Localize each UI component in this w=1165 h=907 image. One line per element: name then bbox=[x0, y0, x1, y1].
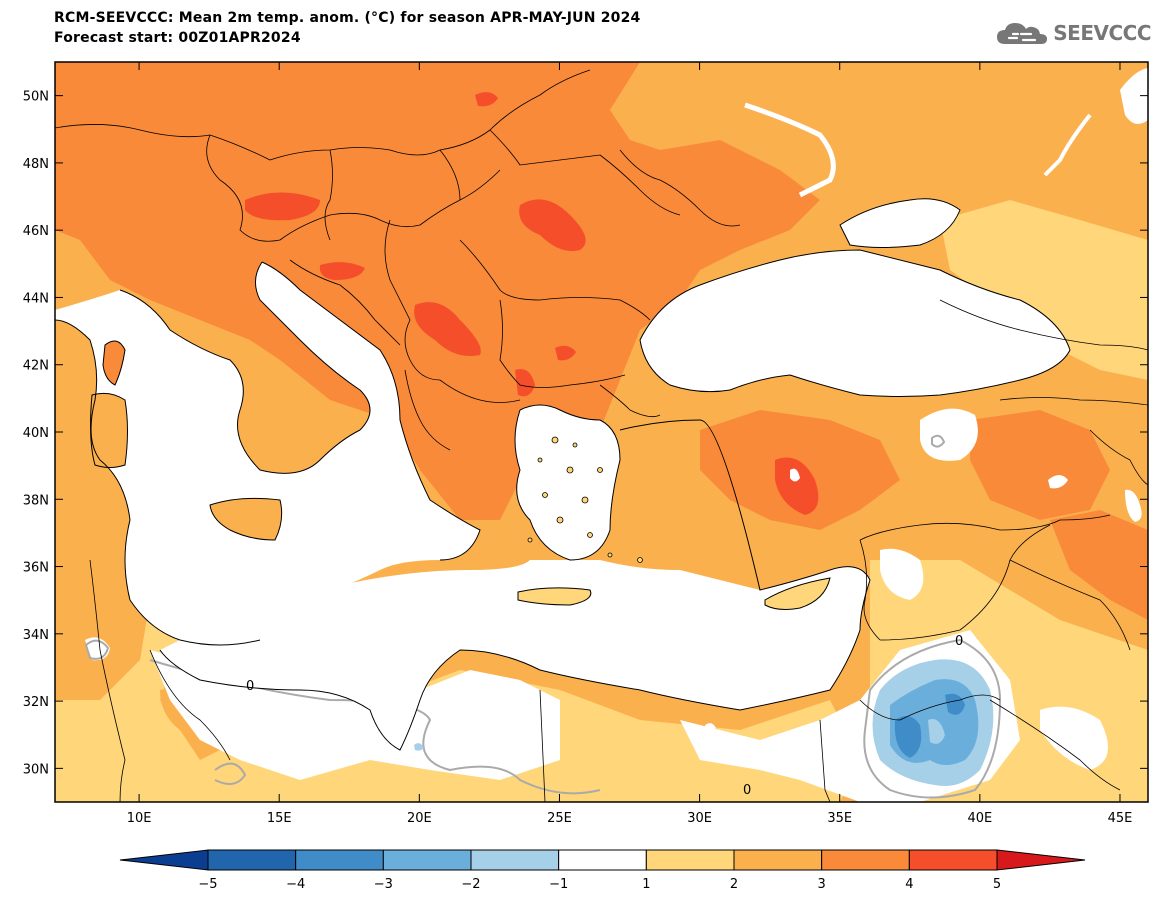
y-tick-label: 42N bbox=[23, 359, 49, 374]
colorbar-segment bbox=[207, 849, 297, 871]
ionian-east-med-sea bbox=[160, 560, 870, 750]
y-tick-label: 48N bbox=[23, 157, 49, 172]
map-subtitle: Forecast start: 00Z01APR2024 bbox=[54, 30, 301, 46]
colorbar-min-arrow bbox=[119, 849, 209, 871]
east-anatolia-3-4-region bbox=[970, 410, 1110, 520]
hotspot-bulgaria-2 bbox=[555, 345, 576, 361]
anomaly-field bbox=[55, 62, 1148, 802]
colorbar-label: 2 bbox=[730, 877, 738, 892]
y-tick-label: 32N bbox=[23, 695, 49, 710]
cyprus bbox=[765, 578, 830, 610]
y-tick-label: 36N bbox=[23, 561, 49, 576]
zero-contour-libya bbox=[149, 659, 601, 795]
hotspot-alps bbox=[245, 192, 320, 221]
colorbar-label: 1 bbox=[642, 877, 650, 892]
hotspot-ukraine-small bbox=[475, 92, 498, 107]
caucasus-3-4-region bbox=[1050, 510, 1148, 620]
colorbar-segment bbox=[470, 849, 560, 871]
zero-contour-anatolia bbox=[931, 434, 946, 448]
colorbar-segment bbox=[908, 849, 998, 871]
tuz-lake bbox=[790, 468, 800, 482]
x-axis: 10E 15E 20E 25E 30E 35E 40E 45E bbox=[127, 62, 1133, 826]
corsica bbox=[103, 341, 125, 385]
y-tick-label: 34N bbox=[23, 628, 49, 643]
dnieper-river bbox=[744, 102, 836, 198]
colorbar-label: −3 bbox=[374, 877, 393, 892]
hotspot-anatolia bbox=[775, 457, 819, 515]
contour-label-0: 0 bbox=[246, 679, 254, 694]
crete bbox=[518, 587, 591, 605]
hotspot-bulgaria bbox=[515, 369, 535, 397]
x-tick-label: 20E bbox=[407, 811, 432, 826]
sardinia bbox=[90, 393, 128, 468]
aegean-islands bbox=[527, 436, 643, 563]
colorbar-segment bbox=[733, 849, 823, 871]
colorbar-label: 3 bbox=[818, 877, 826, 892]
don-river bbox=[1043, 113, 1092, 177]
colorbar-label: 4 bbox=[905, 877, 913, 892]
neg-3-4-region bbox=[894, 716, 922, 758]
colorbar-segment bbox=[645, 849, 735, 871]
hotspot-bosnia bbox=[319, 262, 365, 280]
x-tick-label: 40E bbox=[967, 811, 992, 826]
x-tick-label: 25E bbox=[547, 811, 572, 826]
y-tick-label: 44N bbox=[23, 291, 49, 306]
lake-urmia bbox=[1125, 489, 1142, 522]
sicily bbox=[210, 498, 282, 540]
hotspot-romania bbox=[519, 199, 586, 251]
colorbar-segment bbox=[558, 849, 647, 871]
x-tick-label: 35E bbox=[827, 811, 852, 826]
iraq-near-zero-region bbox=[1040, 706, 1108, 770]
azov-sea bbox=[840, 198, 960, 248]
colorbar-label: −1 bbox=[549, 877, 568, 892]
y-tick-label: 40N bbox=[23, 426, 49, 441]
aegean-sea bbox=[515, 405, 620, 560]
colorbar-segment bbox=[295, 849, 384, 871]
x-tick-label: 15E bbox=[267, 811, 292, 826]
neg-3-4-region-2 bbox=[945, 693, 965, 715]
y-tick-label: 46N bbox=[23, 224, 49, 239]
contour-label-0: 0 bbox=[955, 634, 963, 649]
colorbar-segment bbox=[382, 849, 472, 871]
zero-contour-tunisia bbox=[84, 639, 110, 660]
colorbar-label: 5 bbox=[993, 877, 1001, 892]
anatolia-near-zero-region bbox=[920, 408, 978, 461]
zero-contour-west bbox=[214, 762, 247, 785]
small-lake-neg bbox=[414, 743, 424, 751]
x-tick-label: 45E bbox=[1108, 811, 1133, 826]
lake-van bbox=[1048, 475, 1068, 489]
colorbar-label: −2 bbox=[461, 877, 480, 892]
colorbar-label: −4 bbox=[286, 877, 305, 892]
y-tick-label: 30N bbox=[23, 762, 49, 777]
neg-inner-white bbox=[928, 719, 945, 744]
cloud-logo-icon bbox=[997, 23, 1048, 44]
x-tick-label: 30E bbox=[687, 811, 712, 826]
europe-3-4-region bbox=[55, 62, 820, 520]
y-tick-label: 38N bbox=[23, 493, 49, 508]
y-axis: 30N 32N 34N 36N 38N 40N 42N 44N 46N 48N 50N bbox=[23, 90, 1148, 777]
colorbar-segment bbox=[821, 849, 910, 871]
dead-sea-area bbox=[705, 723, 716, 732]
caspian-edge bbox=[1120, 68, 1148, 124]
syria-near-zero-region bbox=[880, 548, 924, 600]
black-sea bbox=[640, 250, 1070, 397]
coastlines bbox=[55, 198, 1071, 751]
east-1-2-region bbox=[940, 200, 1148, 380]
colorbar-max-arrow bbox=[996, 849, 1086, 871]
map-title: RCM-SEEVCCC: Mean 2m temp. anom. (°C) fo… bbox=[54, 10, 641, 26]
colorbar: −5 −4 −3 −2 −1 1 2 3 4 5 bbox=[119, 849, 1086, 892]
zero-contour-jordan bbox=[863, 638, 1002, 799]
colorbar-label: −5 bbox=[198, 877, 217, 892]
adriatic-tyrrhenian-sea bbox=[55, 262, 480, 645]
hotspot-serbia bbox=[414, 302, 481, 356]
logo-text: SEEVCCC bbox=[1053, 21, 1151, 45]
y-tick-label: 50N bbox=[23, 90, 49, 105]
contour-label-0: 0 bbox=[743, 783, 751, 798]
seevccc-logo: SEEVCCC bbox=[995, 20, 1151, 46]
country-borders bbox=[55, 69, 1148, 802]
x-tick-label: 10E bbox=[127, 811, 152, 826]
